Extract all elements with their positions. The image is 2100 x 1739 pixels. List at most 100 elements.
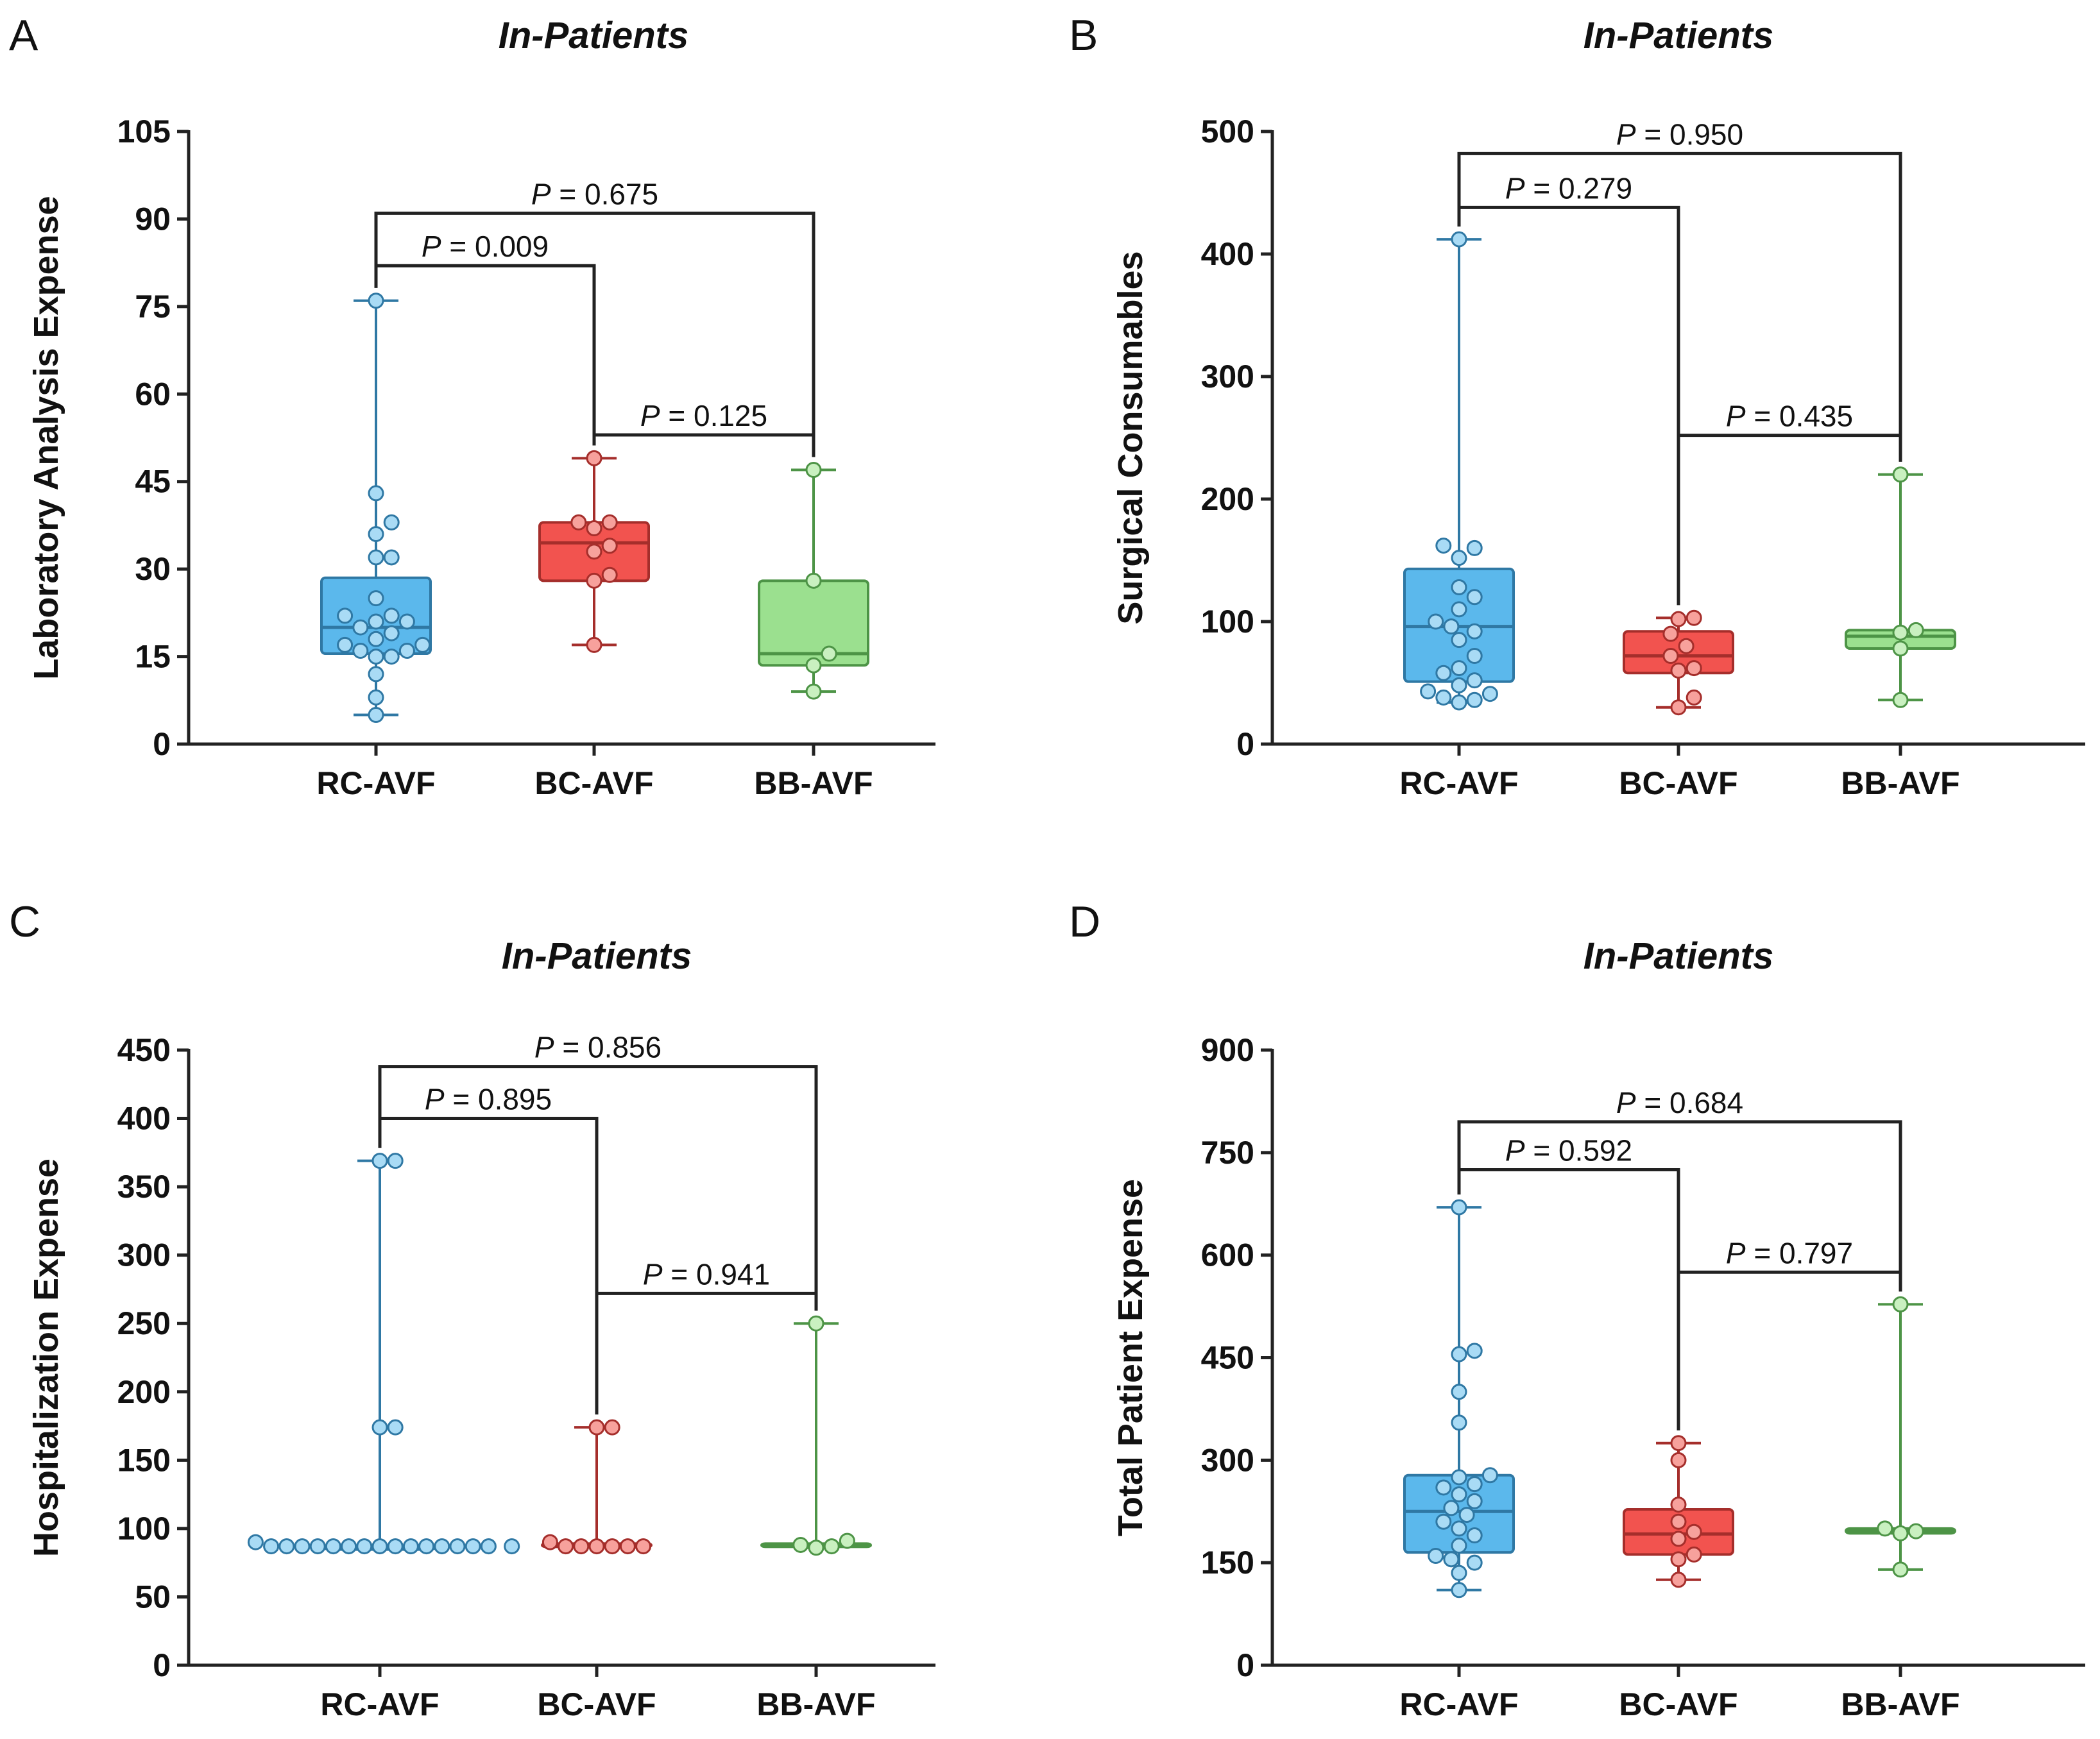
y-tick-label: 15 bbox=[135, 639, 171, 675]
p-value-label: P = 0.009 bbox=[422, 230, 549, 263]
data-point bbox=[369, 667, 383, 681]
data-point bbox=[1467, 590, 1481, 604]
data-point bbox=[1893, 1563, 1908, 1577]
bracket-line bbox=[376, 266, 594, 445]
data-point bbox=[587, 638, 601, 652]
data-point bbox=[357, 1540, 371, 1554]
data-point bbox=[369, 486, 383, 500]
box-rc-avf bbox=[1404, 1200, 1514, 1597]
data-point bbox=[1467, 1344, 1481, 1358]
data-point bbox=[369, 527, 383, 541]
data-point bbox=[1467, 1529, 1481, 1543]
box-bb-avf bbox=[1846, 1297, 1955, 1576]
p-value-label: P = 0.279 bbox=[1505, 171, 1632, 205]
data-point bbox=[369, 294, 383, 308]
data-point bbox=[807, 463, 821, 477]
box-bb-avf bbox=[759, 463, 868, 699]
data-point bbox=[1452, 1416, 1466, 1430]
x-tick-label-bc-avf: BC-AVF bbox=[1619, 765, 1737, 801]
p-value-label: P = 0.675 bbox=[531, 177, 658, 210]
data-point bbox=[807, 573, 821, 588]
panel-d: DIn-PatientsTotal Patient Expense0150300… bbox=[1069, 897, 2085, 1722]
data-point bbox=[1483, 687, 1497, 701]
y-tick-label: 0 bbox=[1236, 726, 1254, 762]
data-point bbox=[1452, 1385, 1466, 1399]
data-point bbox=[602, 568, 617, 582]
data-point bbox=[1893, 693, 1908, 707]
panel-title: In-Patients bbox=[502, 935, 692, 977]
panel-letter: D bbox=[1069, 897, 1100, 946]
data-point bbox=[1687, 661, 1701, 675]
data-point bbox=[1452, 661, 1466, 675]
x-tick-label-bb-avf: BB-AVF bbox=[1841, 1686, 1959, 1722]
y-tick-label: 0 bbox=[153, 1647, 171, 1683]
y-tick-label: 500 bbox=[1201, 114, 1254, 149]
y-tick-label: 150 bbox=[1201, 1545, 1254, 1581]
y-tick-label: 300 bbox=[1201, 1442, 1254, 1478]
y-tick-label: 50 bbox=[135, 1579, 171, 1615]
data-point bbox=[809, 1541, 823, 1555]
data-point bbox=[1687, 690, 1701, 704]
data-point bbox=[587, 573, 601, 588]
y-tick-label: 350 bbox=[117, 1169, 171, 1205]
comparison-bracket: P = 0.941 bbox=[597, 1257, 816, 1398]
y-tick-label: 60 bbox=[135, 376, 171, 412]
data-point bbox=[1421, 684, 1435, 699]
data-point bbox=[369, 708, 383, 722]
panel-title: In-Patients bbox=[499, 15, 689, 56]
y-tick-label: 30 bbox=[135, 551, 171, 587]
y-tick-label: 400 bbox=[1201, 236, 1254, 272]
data-point bbox=[1467, 1477, 1481, 1491]
data-point bbox=[1671, 663, 1686, 677]
box-bc-avf bbox=[542, 1420, 651, 1553]
p-value-label: P = 0.941 bbox=[643, 1257, 770, 1291]
data-point bbox=[1452, 1470, 1466, 1484]
y-tick-label: 0 bbox=[153, 726, 171, 762]
data-point bbox=[1460, 1508, 1474, 1522]
y-tick-label: 100 bbox=[1201, 604, 1254, 640]
panel-letter: A bbox=[9, 11, 38, 60]
data-point bbox=[1893, 641, 1908, 656]
panel-b: B In-PatientsSurgical Consumables01002003… bbox=[1069, 11, 2085, 801]
data-point bbox=[280, 1540, 294, 1554]
box-rc-avf bbox=[321, 294, 431, 722]
data-point bbox=[264, 1540, 278, 1554]
data-point bbox=[404, 1540, 418, 1554]
comparison-bracket: P = 0.125 bbox=[594, 399, 814, 457]
data-point bbox=[590, 1420, 604, 1434]
data-point bbox=[1671, 1436, 1686, 1450]
bracket-line bbox=[1459, 207, 1678, 605]
data-point bbox=[1437, 690, 1451, 704]
data-point bbox=[1452, 1522, 1466, 1536]
data-point bbox=[1893, 1526, 1908, 1540]
data-point bbox=[822, 647, 836, 661]
data-point bbox=[388, 1154, 402, 1168]
data-point bbox=[338, 609, 352, 623]
data-point bbox=[1452, 1583, 1466, 1597]
data-point bbox=[505, 1540, 519, 1554]
data-point bbox=[416, 638, 430, 652]
data-point bbox=[1452, 1200, 1466, 1214]
data-point bbox=[1909, 623, 1923, 637]
data-point bbox=[248, 1535, 262, 1549]
data-point bbox=[384, 609, 398, 623]
box-bc-avf bbox=[540, 451, 649, 652]
bracket-line bbox=[1459, 1169, 1678, 1430]
data-point bbox=[602, 515, 617, 529]
data-point bbox=[1664, 649, 1678, 663]
data-point bbox=[369, 615, 383, 629]
data-point bbox=[354, 620, 368, 634]
data-point bbox=[384, 626, 398, 640]
data-point bbox=[1467, 541, 1481, 555]
comparison-bracket: P = 0.279 bbox=[1459, 171, 1678, 605]
data-point bbox=[384, 515, 398, 529]
figure: A In-Patients Laboratory Analysis Expense 0… bbox=[0, 0, 2100, 1736]
box-rc-avf bbox=[1404, 232, 1514, 709]
data-point bbox=[1467, 624, 1481, 638]
data-point bbox=[1671, 1498, 1686, 1512]
p-value-label: P = 0.125 bbox=[640, 399, 767, 432]
data-point bbox=[369, 690, 383, 704]
data-point bbox=[369, 650, 383, 664]
data-point bbox=[384, 550, 398, 564]
data-point bbox=[466, 1540, 480, 1554]
